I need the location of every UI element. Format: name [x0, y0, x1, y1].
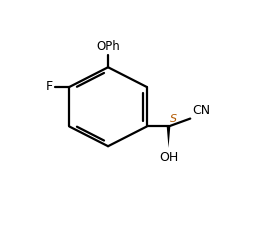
Text: OH: OH [159, 151, 178, 164]
Text: OPh: OPh [96, 40, 120, 53]
Text: F: F [45, 81, 53, 94]
Text: CN: CN [192, 104, 210, 117]
Text: S: S [170, 114, 177, 124]
Polygon shape [167, 126, 170, 148]
